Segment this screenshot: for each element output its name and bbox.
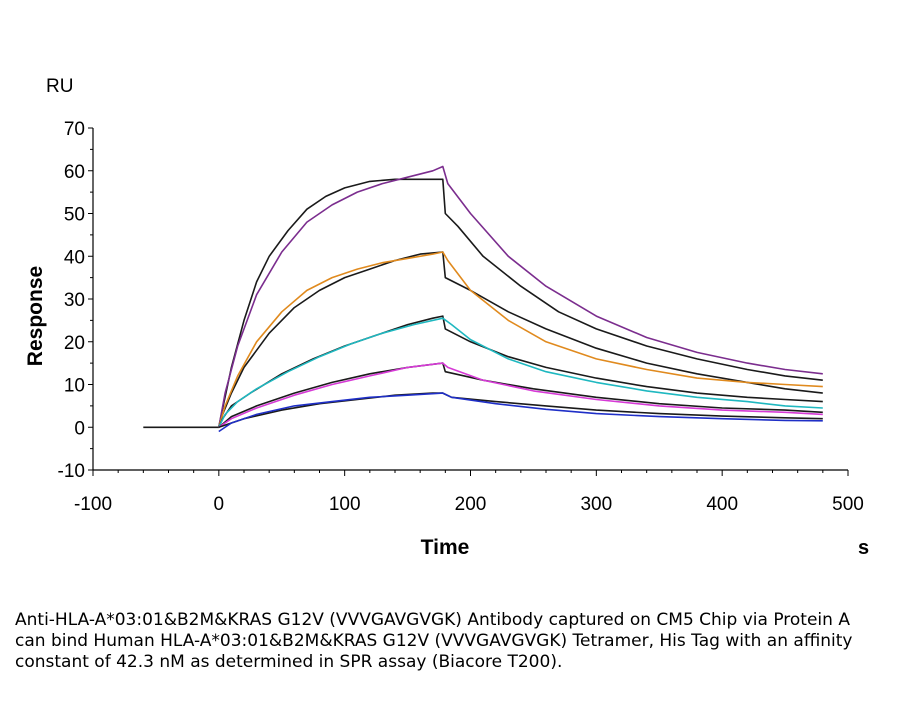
y-tick-label: 40 (64, 247, 85, 268)
x-tick-label: 400 (706, 494, 738, 515)
y-unit-label: RU (46, 76, 73, 97)
x-tick-label: 0 (214, 494, 225, 515)
x-tick-label: 500 (832, 494, 864, 515)
y-tick-label: 70 (64, 119, 85, 140)
series-line-7 (218, 362, 823, 428)
y-tick-label: 30 (64, 290, 85, 311)
series-line-2 (218, 165, 823, 428)
series-line-6 (218, 317, 823, 428)
series-line-3 (218, 251, 823, 428)
y-tick-label: 10 (64, 376, 85, 397)
x-tick-label: -100 (74, 494, 112, 515)
x-unit-label: s (858, 537, 869, 559)
x-tick-label: 100 (329, 494, 361, 515)
series-line-10 (218, 392, 823, 433)
axes (88, 127, 849, 476)
series-curves (143, 165, 823, 433)
y-tick-label: 50 (64, 205, 85, 226)
series-line-4 (218, 251, 823, 428)
x-tick-label: 300 (580, 494, 612, 515)
x-tick-label: 200 (455, 494, 487, 515)
series-line-1 (143, 178, 823, 429)
x-axis-title: Time (421, 536, 470, 559)
y-tick-label: 20 (64, 333, 85, 354)
series-line-8 (218, 362, 823, 428)
y-tick-label: 60 (64, 162, 85, 183)
y-axis-title: Response (24, 266, 47, 366)
figure-caption: Anti-HLA-A*03:01&B2M&KRAS G12V (VVVGAVGV… (15, 610, 853, 672)
y-tick-label: -10 (58, 461, 85, 482)
y-tick-label: 0 (74, 418, 85, 439)
